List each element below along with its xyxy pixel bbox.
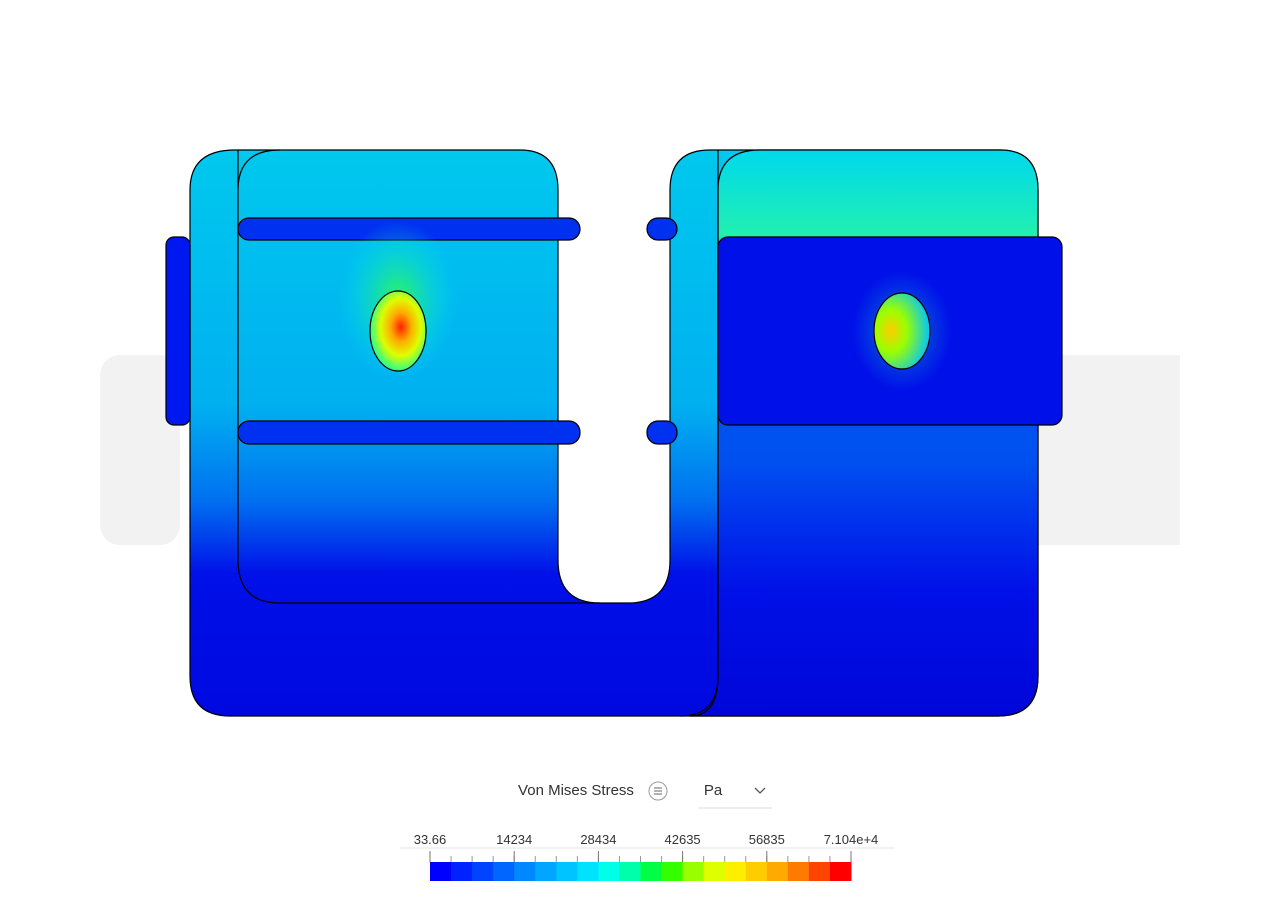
color-segment <box>724 862 747 881</box>
color-segment <box>829 862 852 881</box>
color-segment <box>535 862 557 881</box>
slot-bottom-left <box>237 420 581 445</box>
color-segment <box>472 862 494 881</box>
color-segment <box>787 862 810 881</box>
tick-label: 33.66 <box>414 832 447 847</box>
tick-label: 28434 <box>580 832 616 847</box>
color-bar <box>430 862 852 881</box>
color-bar-ticks: 33.66 14234 28434 42635 56835 7.104e+4 <box>400 832 895 862</box>
slot-top-right <box>646 217 678 241</box>
inner-left <box>237 149 719 717</box>
color-segment <box>661 862 684 881</box>
unit-dropdown[interactable]: Pa <box>698 782 772 809</box>
hole-right <box>873 292 931 370</box>
tick-label: 56835 <box>749 832 785 847</box>
tick-label: 14234 <box>496 832 532 847</box>
color-segment <box>514 862 536 881</box>
color-segment <box>745 862 768 881</box>
color-segment <box>619 862 641 881</box>
color-segment <box>577 862 599 881</box>
left-tab <box>165 236 191 426</box>
legend: Von Mises Stress Pa 33.66 14234 28434 42635… <box>400 781 895 881</box>
color-segment <box>430 862 452 881</box>
color-segment <box>556 862 578 881</box>
model <box>165 149 1063 717</box>
color-segment <box>493 862 515 881</box>
slot-bottom-right <box>646 420 678 445</box>
color-segment <box>703 862 726 881</box>
tick-label: 42635 <box>665 832 701 847</box>
color-segment <box>766 862 789 881</box>
color-segment <box>640 862 663 881</box>
color-segment <box>682 862 705 881</box>
info-icon[interactable] <box>648 781 668 801</box>
color-segment <box>808 862 831 881</box>
right-body <box>689 149 1039 717</box>
color-segment <box>451 862 473 881</box>
legend-title: Von Mises Stress <box>518 782 634 799</box>
unit-label: Pa <box>704 782 723 799</box>
tick-label: 7.104e+4 <box>824 832 879 847</box>
color-segment <box>598 862 620 881</box>
hole-left <box>369 290 427 372</box>
